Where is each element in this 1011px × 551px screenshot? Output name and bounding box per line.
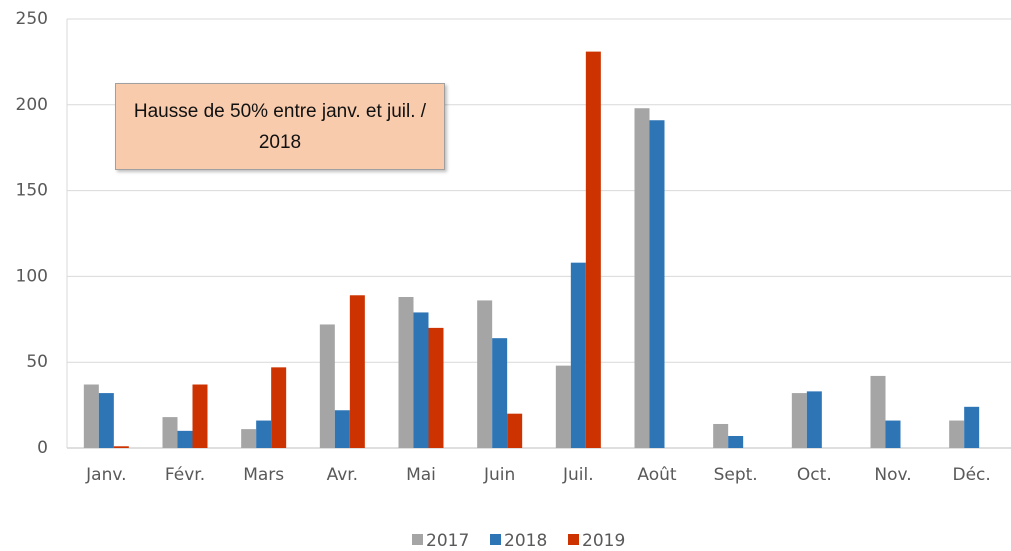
bar — [349, 295, 365, 448]
bar — [241, 429, 257, 448]
y-tick-label: 100 — [16, 266, 48, 286]
x-tick-label: Mars — [243, 465, 284, 485]
bar — [477, 300, 493, 448]
x-tick-label: Déc. — [953, 465, 991, 485]
x-tick-label: Juin — [483, 465, 515, 485]
bar — [492, 338, 508, 448]
bar — [634, 108, 650, 449]
annotation: Hausse de 50% entre janv. et juil. / 201… — [115, 83, 445, 170]
bar — [791, 393, 807, 448]
bar — [649, 120, 665, 448]
x-tick-label: Avr. — [327, 465, 359, 485]
bar — [964, 406, 980, 448]
bar — [585, 51, 601, 448]
bar — [885, 420, 901, 448]
legend-label: 2019 — [582, 531, 625, 551]
bar — [570, 262, 586, 448]
x-tick-label: Nov. — [874, 465, 911, 485]
bar — [728, 435, 744, 448]
x-tick-label: Oct. — [797, 465, 832, 485]
y-tick-label: 250 — [16, 9, 48, 29]
y-tick-label: 200 — [16, 95, 48, 115]
bar — [192, 384, 208, 448]
bar — [113, 446, 129, 448]
bar — [555, 365, 571, 448]
x-tick-label: Févr. — [165, 465, 205, 485]
bar — [98, 393, 114, 448]
bar — [319, 324, 335, 448]
y-tick-label: 150 — [16, 181, 48, 201]
x-tick-label: Août — [637, 465, 677, 485]
legend-label: 2018 — [504, 531, 547, 551]
x-tick-label: Juil. — [562, 465, 594, 485]
y-tick-label: 0 — [37, 438, 48, 458]
bar — [949, 420, 965, 448]
bar — [177, 430, 193, 448]
bar — [398, 296, 414, 448]
legend-swatch — [568, 534, 579, 545]
bar — [256, 420, 272, 448]
legend-label: 2017 — [426, 531, 469, 551]
bar — [83, 384, 99, 448]
bar — [507, 413, 523, 448]
legend-swatch — [412, 534, 423, 545]
bar — [271, 367, 287, 448]
bar — [428, 327, 444, 448]
x-tick-label: Mai — [406, 465, 436, 485]
bar — [334, 410, 350, 448]
bar — [162, 417, 178, 448]
x-tick-label: Sept. — [714, 465, 758, 485]
bar — [870, 375, 886, 448]
bar — [713, 423, 729, 448]
bar — [806, 391, 822, 448]
y-tick-label: 50 — [26, 352, 48, 372]
bar — [413, 312, 429, 448]
legend-swatch — [490, 534, 501, 545]
x-tick-label: Janv. — [85, 465, 126, 485]
